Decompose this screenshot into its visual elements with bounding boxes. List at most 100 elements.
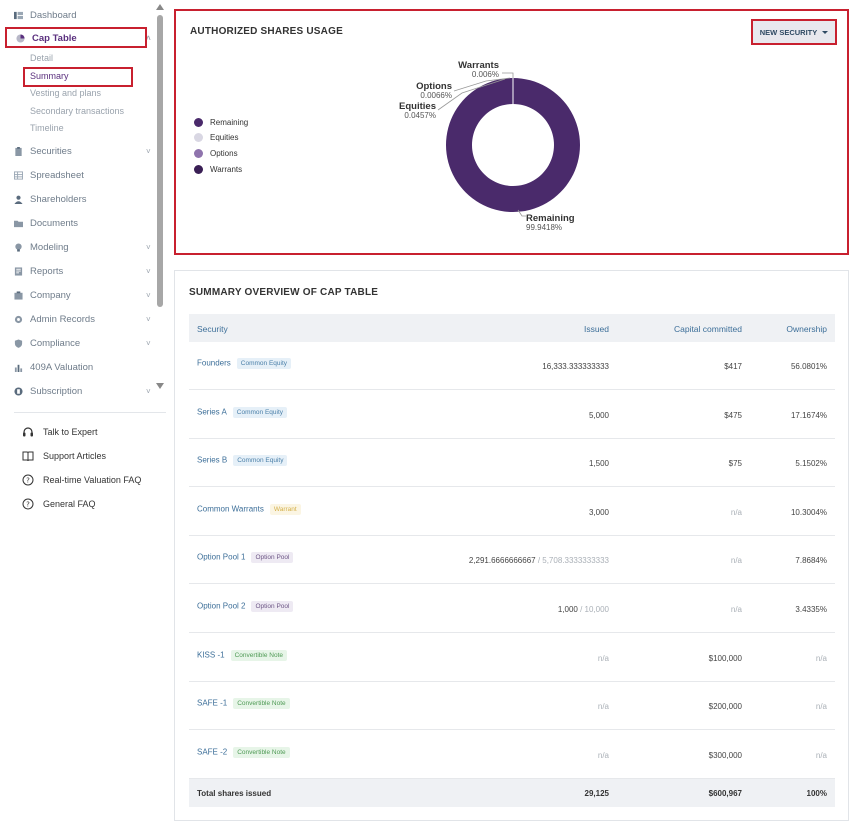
sidebar-item-compliance[interactable]: Compliance ˅ <box>14 334 151 352</box>
callout-value-options: 0.0066% <box>420 91 452 100</box>
total-capital: $600,967 <box>708 789 742 798</box>
legend-swatch <box>194 165 203 174</box>
legend-item-warrants[interactable]: Warrants <box>194 165 242 174</box>
chevron-down-icon[interactable]: ˅ <box>146 314 151 324</box>
total-issued: 29,125 <box>584 789 609 798</box>
security-name-link[interactable]: Option Pool 1 <box>197 553 246 562</box>
help-link-label: Support Articles <box>43 451 107 461</box>
table-row: SAFE -1 Convertible Note n/a $200,000 n/a <box>189 682 835 731</box>
table-row: KISS -1 Convertible Note n/a $100,000 n/a <box>189 634 835 682</box>
legend-swatch <box>194 133 203 142</box>
sidebar-item-securities[interactable]: Securities ˅ <box>14 142 151 160</box>
help-link-general-faq[interactable]: ? General FAQ <box>22 496 96 512</box>
help-link-support-articles[interactable]: Support Articles <box>22 448 106 464</box>
chevron-down-icon[interactable]: ˅ <box>146 146 151 156</box>
pie-chart-icon <box>16 33 25 43</box>
callout-line-warrants <box>502 72 514 78</box>
security-name-link[interactable]: Series B <box>197 455 228 465</box>
security-type-badge: Option Pool <box>251 552 294 564</box>
security-name-link[interactable]: KISS -1 <box>197 650 225 660</box>
caret-down-icon <box>822 30 829 34</box>
help-link-real-time-valuation-faq[interactable]: ? Real-time Valuation FAQ <box>22 472 141 488</box>
security-type-badge: Convertible Note <box>233 746 290 758</box>
chevron-down-icon[interactable]: ˅ <box>146 290 151 300</box>
sidebar-item-company[interactable]: Company ˅ <box>14 286 151 304</box>
table-row: Option Pool 2 Option Pool 1,000 / 10,000 n/… <box>189 585 835 633</box>
scroll-up-arrow-icon[interactable] <box>156 4 164 10</box>
security-name-link[interactable]: Series A <box>197 407 227 417</box>
security-name-link[interactable]: Common Warrants <box>197 504 264 514</box>
issued-value: 1,500 <box>588 459 609 469</box>
header-capital-committed[interactable]: Capital committed <box>673 324 742 334</box>
bulb-icon <box>14 242 23 252</box>
issued-cell: 2,291.6666666667 / 5,708.3333333333 <box>469 556 609 565</box>
issued-cell: 1,000 / 10,000 <box>558 605 609 614</box>
security-cell: Series B Common Equity <box>197 455 288 467</box>
sidebar-item-409a-valuation[interactable]: 409A Valuation <box>14 358 93 376</box>
security-name-link[interactable]: Founders <box>197 358 231 368</box>
legend-item-options[interactable]: Options <box>194 149 238 158</box>
capital-committed-cell: $100,000 <box>708 653 742 663</box>
capital-committed-cell: $200,000 <box>708 702 742 712</box>
new-security-label: NEW SECURITY <box>759 27 818 37</box>
subnav-item-vesting-and-plans[interactable]: Vesting and plans <box>30 88 102 98</box>
legend-swatch <box>194 149 203 158</box>
legend-item-remaining[interactable]: Remaining <box>194 118 248 127</box>
sidebar-item-label: Documents <box>30 217 79 229</box>
subnav-item-secondary-transactions[interactable]: Secondary transactions <box>30 106 125 116</box>
summary-highlight <box>23 67 133 87</box>
chevron-down-icon[interactable]: ˅ <box>146 242 151 252</box>
subnav-item-summary[interactable]: Summary <box>30 71 69 81</box>
chevron-down-icon[interactable]: ˅ <box>146 338 151 348</box>
sidebar-item-reports[interactable]: Reports ˅ <box>14 262 151 280</box>
cap-table-highlight <box>5 27 147 48</box>
sidebar-item-spreadsheet[interactable]: Spreadsheet <box>14 166 84 184</box>
new-security-button[interactable]: NEW SECURITY <box>751 19 837 45</box>
header-security[interactable]: Security <box>197 324 228 334</box>
chevron-up-icon[interactable]: ˄ <box>146 33 151 43</box>
capital-committed-cell: n/a <box>730 605 742 614</box>
question-circle-icon: ? <box>22 498 34 510</box>
total-ownership: 100% <box>806 789 827 798</box>
ownership-cell: 10.3004% <box>790 507 827 517</box>
security-name-link[interactable]: SAFE -1 <box>197 698 228 708</box>
issued-value: n/a <box>597 750 609 760</box>
dashboard-icon <box>14 11 23 20</box>
security-type-badge: Common Equity <box>236 358 292 369</box>
svg-text:?: ? <box>26 501 30 509</box>
legend-item-equities[interactable]: Equities <box>194 133 238 142</box>
subnav-item-detail[interactable]: Detail <box>30 53 54 63</box>
sidebar-item-subscription[interactable]: Subscription ˅ <box>14 382 151 400</box>
scroll-down-arrow-icon[interactable] <box>156 383 164 389</box>
sidebar: Dashboard Cap Table ˄ Securities ˅ Spreadshee… <box>0 0 168 825</box>
issued-value: 16,333.333333333 <box>542 362 609 371</box>
callout-label-warrants: Warrants <box>458 60 499 71</box>
sidebar-item-label: Compliance <box>30 337 81 349</box>
header-ownership[interactable]: Ownership <box>786 324 827 334</box>
ownership-cell: n/a <box>815 702 827 712</box>
sidebar-item-shareholders[interactable]: Shareholders <box>14 190 87 208</box>
donut-slice-remaining[interactable] <box>445 78 580 213</box>
svg-text:?: ? <box>26 477 30 485</box>
header-issued[interactable]: Issued <box>583 324 609 334</box>
sidebar-item-documents[interactable]: Documents <box>14 214 78 232</box>
ownership-cell: n/a <box>815 750 827 760</box>
table-row: Founders Common Equity 16,333.333333333 $41… <box>189 342 835 390</box>
help-link-talk-to-expert[interactable]: Talk to Expert <box>22 424 98 440</box>
sidebar-item-cap-table[interactable]: Cap Table ˄ <box>16 29 151 47</box>
scrollbar-thumb[interactable] <box>157 15 163 307</box>
security-name-link[interactable]: SAFE -2 <box>197 747 228 757</box>
sidebar-item-label: Modeling <box>30 241 69 253</box>
admin-icon <box>14 315 23 324</box>
security-name-link[interactable]: Option Pool 2 <box>197 601 246 611</box>
shield-icon <box>14 338 23 348</box>
chevron-down-icon[interactable]: ˅ <box>146 266 151 276</box>
chevron-down-icon[interactable]: ˅ <box>146 386 151 396</box>
folder-icon <box>14 219 23 228</box>
subnav-item-timeline[interactable]: Timeline <box>30 123 64 133</box>
sidebar-item-dashboard[interactable]: Dashboard <box>14 6 76 24</box>
help-link-label: Real-time Valuation FAQ <box>43 475 142 485</box>
issued-value: 1,000 <box>557 605 578 614</box>
sidebar-item-modeling[interactable]: Modeling ˅ <box>14 238 151 256</box>
sidebar-item-admin-records[interactable]: Admin Records ˅ <box>14 310 151 328</box>
